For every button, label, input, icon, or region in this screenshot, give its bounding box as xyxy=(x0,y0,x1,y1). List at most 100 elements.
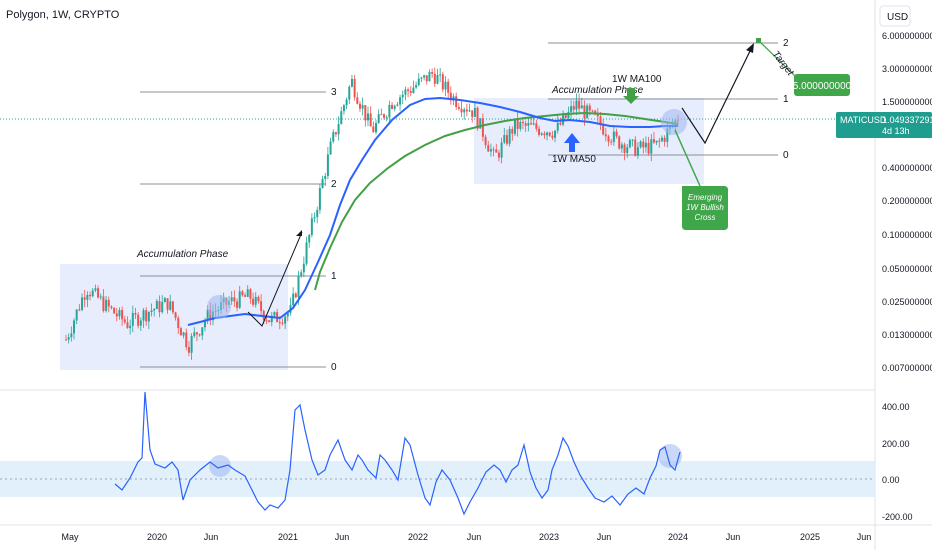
candle-body xyxy=(78,309,81,311)
emerging-line-2: 1W Bullish xyxy=(686,203,724,212)
candle-body xyxy=(551,135,554,138)
candle-body xyxy=(270,315,273,323)
cci-tick-label: 0.00 xyxy=(882,475,900,485)
fib-label: 3 xyxy=(331,87,337,98)
candle-body xyxy=(171,301,174,313)
candle-body xyxy=(300,272,303,276)
candle-body xyxy=(535,123,538,129)
arrowhead xyxy=(746,43,754,53)
time-tick-label: Jun xyxy=(467,532,482,542)
candle-body xyxy=(586,105,589,119)
target-line xyxy=(757,39,798,79)
candle-body xyxy=(436,75,439,84)
time-tick-label: Jun xyxy=(726,532,741,542)
candle-body xyxy=(206,309,209,321)
candle-body xyxy=(623,144,626,153)
candle-body xyxy=(538,128,541,135)
candle-body xyxy=(252,298,255,305)
cci-ticks: 400.00 200.00 0.00 -200.00 xyxy=(882,402,913,522)
candle-body xyxy=(433,73,436,84)
candle-body xyxy=(86,294,89,300)
candle-body xyxy=(473,107,476,117)
price-tick-label: 0.200000000 xyxy=(882,196,932,206)
candle-body xyxy=(361,105,364,109)
candle-body xyxy=(447,81,450,93)
candle-body xyxy=(369,113,372,127)
candle-body xyxy=(393,105,396,109)
candle-body xyxy=(150,310,153,312)
price-tick-label: 0.400000000 xyxy=(882,163,932,173)
candle-body xyxy=(281,322,284,324)
candle-body xyxy=(559,122,562,125)
candle-body xyxy=(396,104,399,106)
time-ticks: May 2020 Jun 2021 Jun 2022 Jun 2023 Jun 2024 Jun 20… xyxy=(61,532,871,542)
currency-button[interactable] xyxy=(879,5,911,27)
candle-body xyxy=(409,91,412,93)
candle-body xyxy=(203,320,206,328)
candle-body xyxy=(380,114,383,116)
price-tick-label: 0.013000000 xyxy=(882,330,932,340)
price-badge-value: 1.049337291 xyxy=(882,115,932,125)
time-tick-label: Jun xyxy=(597,532,612,542)
candle-body xyxy=(163,298,166,303)
candle-body xyxy=(332,132,335,142)
candle-body xyxy=(83,297,86,300)
candle-body xyxy=(636,147,639,156)
candle-body xyxy=(238,291,241,308)
candle-body xyxy=(519,121,522,129)
emerging-line-3: Cross xyxy=(695,213,716,222)
candle-body xyxy=(449,92,452,101)
candle-body xyxy=(457,107,460,109)
candle-body xyxy=(441,74,444,90)
candle-body xyxy=(508,128,511,144)
emerging-line-1: Emerging xyxy=(688,193,723,202)
candle-body xyxy=(89,294,92,297)
candle-body xyxy=(81,297,84,310)
price-badge xyxy=(836,112,932,138)
fib-label: 0 xyxy=(783,150,789,161)
candle-body xyxy=(663,137,666,142)
candle-body xyxy=(273,312,276,316)
candle-body xyxy=(521,121,524,124)
candle-body xyxy=(399,97,402,105)
target-badge xyxy=(794,74,850,96)
candle-body xyxy=(310,218,313,235)
callout-pointer xyxy=(674,129,701,187)
candle-body xyxy=(391,104,394,109)
candle-body xyxy=(366,113,369,121)
candle-body xyxy=(118,310,121,317)
candle-body xyxy=(404,89,407,95)
time-tick-label: May xyxy=(61,532,79,542)
candle-body xyxy=(420,77,423,79)
candle-body xyxy=(481,118,484,137)
candle-body xyxy=(318,188,321,210)
candle-body xyxy=(278,322,281,324)
candle-body xyxy=(268,320,271,323)
candle-body xyxy=(187,347,190,353)
candle-body xyxy=(570,106,573,112)
candle-body xyxy=(631,139,634,141)
candle-body xyxy=(340,111,343,125)
candle-body xyxy=(358,103,361,109)
candle-body xyxy=(471,110,474,117)
candle-body xyxy=(356,97,359,104)
candle-body xyxy=(417,78,420,86)
candle-body xyxy=(578,100,581,109)
accumulation-label-1: Accumulation Phase xyxy=(136,249,229,260)
target-badge-text: 5.000000000 xyxy=(793,81,852,92)
time-tick-label: 2020 xyxy=(147,532,167,542)
candle-body xyxy=(73,320,76,334)
candle-body xyxy=(139,320,142,326)
candle-body xyxy=(465,109,468,112)
candle-body xyxy=(516,118,519,129)
candle-body xyxy=(302,263,305,273)
candle-body xyxy=(179,328,182,336)
candle-body xyxy=(666,128,669,142)
candle-body xyxy=(476,107,479,129)
candle-body xyxy=(353,78,356,98)
candle-body xyxy=(439,74,442,76)
price-tick-label: 0.007000000 xyxy=(882,363,932,373)
highlight-circle xyxy=(658,444,682,468)
candle-body xyxy=(497,152,500,158)
time-tick-label: Jun xyxy=(335,532,350,542)
